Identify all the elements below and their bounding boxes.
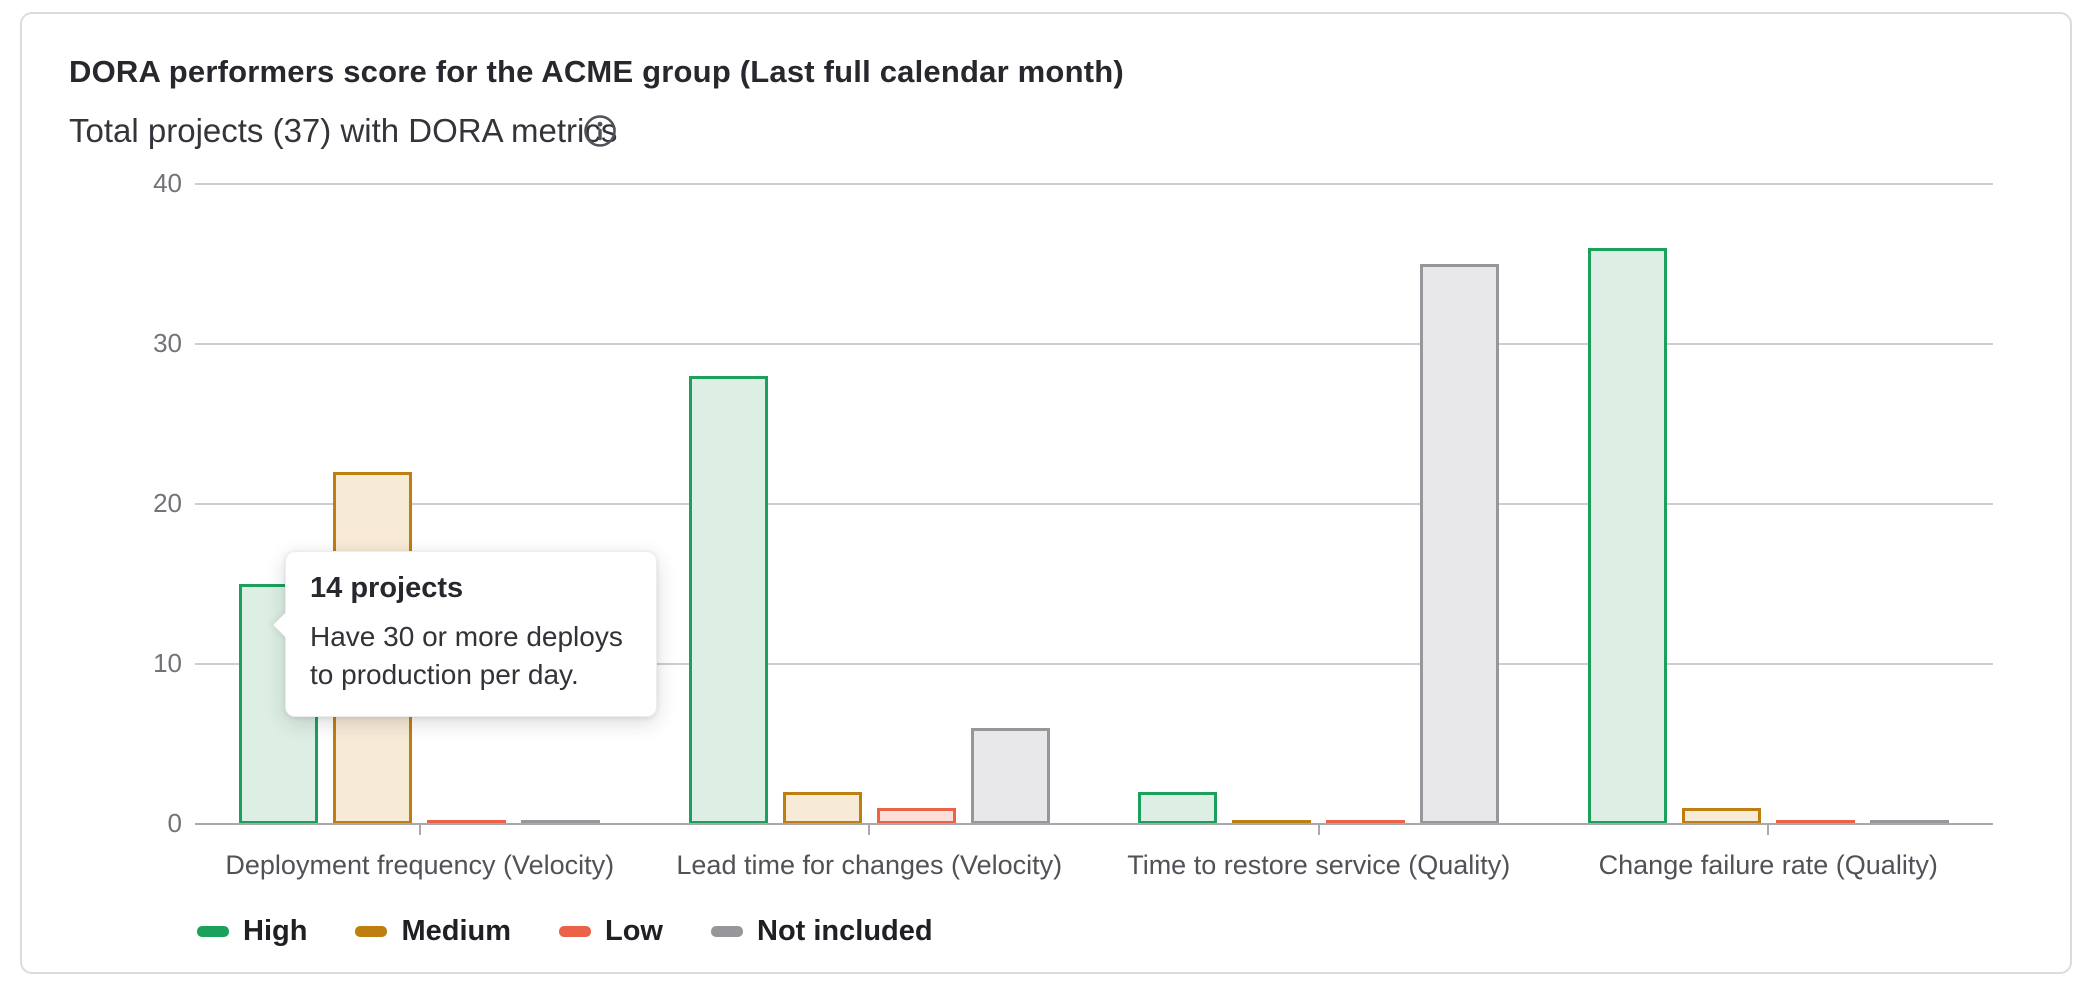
bar-not-included[interactable] (521, 820, 601, 824)
bar-medium[interactable] (1681, 808, 1761, 824)
y-axis-tick-label: 40 (153, 168, 182, 198)
chart-subtitle: Total projects (37) with DORA metrics (69, 112, 618, 149)
legend-label: Low (605, 915, 663, 947)
bar-medium[interactable] (782, 792, 862, 824)
y-gridline (195, 343, 1993, 345)
y-gridline (195, 503, 1993, 505)
bar-high[interactable] (1138, 792, 1218, 824)
legend-swatch (197, 926, 229, 937)
tooltip-title: 14 projects (310, 572, 464, 604)
bar-medium[interactable] (1232, 820, 1312, 824)
y-axis-tick-label: 30 (153, 328, 182, 358)
legend-swatch (559, 926, 591, 937)
bar-low[interactable] (1326, 820, 1406, 824)
dora-bar-chart: 0 10 20 30 40 Deployment frequency (Velocity)… (22, 14, 2092, 1000)
legend-item-medium[interactable]: Medium (355, 915, 511, 948)
bar-not-included[interactable] (1869, 820, 1949, 824)
y-gridline (195, 663, 1993, 665)
y-axis-tick-label: 0 (167, 808, 182, 838)
bar-not-included[interactable] (1420, 264, 1500, 824)
x-axis-category-label: Deployment frequency (Velocity) (225, 850, 615, 880)
bar-low[interactable] (427, 820, 507, 824)
chart-legend: High Medium Low Not included (197, 915, 933, 948)
legend-label: High (243, 915, 308, 947)
legend-item-high[interactable]: High (197, 915, 307, 948)
x-axis-category-label: Time to restore service (Quality) (1127, 850, 1511, 880)
x-axis-tick (1767, 824, 1770, 835)
x-axis-tick (868, 824, 871, 835)
tooltip-body: Have 30 or more deploys to production pe… (310, 621, 623, 690)
legend-swatch (711, 926, 743, 937)
info-icon[interactable] (582, 113, 618, 149)
bar-not-included[interactable] (970, 728, 1050, 824)
x-axis-tick (1317, 824, 1320, 835)
x-axis-category-label: Change failure rate (Quality) (1598, 850, 1938, 880)
y-gridline (195, 183, 1993, 185)
bar-high[interactable] (688, 376, 768, 824)
y-axis-tick-label: 20 (153, 488, 182, 518)
x-axis-line (195, 823, 1993, 825)
legend-label: Medium (401, 915, 511, 947)
dora-performers-card: DORA performers score for the ACME group… (20, 12, 2072, 974)
legend-swatch (355, 926, 388, 937)
y-axis-tick-label: 10 (153, 648, 182, 678)
bar-low[interactable] (1775, 820, 1855, 824)
x-axis-category-label: Lead time for changes (Velocity) (676, 850, 1063, 880)
info-icon-glyph (584, 115, 616, 147)
bar-low[interactable] (876, 808, 956, 824)
legend-item-not-included[interactable]: Not included (711, 915, 933, 948)
legend-label: Not included (757, 915, 933, 947)
bar-high[interactable] (1587, 248, 1667, 824)
x-axis-tick (418, 824, 421, 835)
chart-tooltip: 14 projects Have 30 or more deploys to p… (273, 551, 657, 717)
legend-item-low[interactable]: Low (559, 915, 663, 948)
chart-title: DORA performers score for the ACME group… (69, 54, 1124, 89)
